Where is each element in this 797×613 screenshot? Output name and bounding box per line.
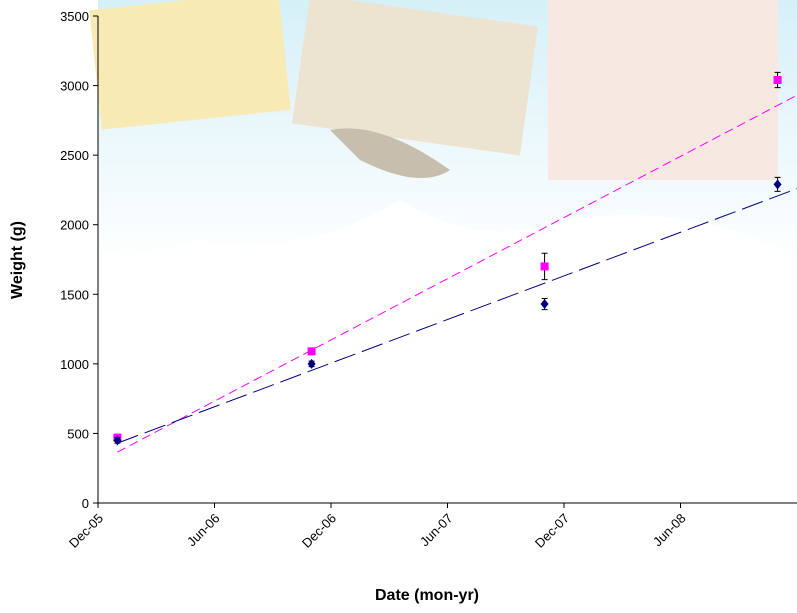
x-tick-label: Dec-05 — [66, 511, 106, 551]
y-tick-label: 2500 — [60, 148, 89, 163]
y-tick-label: 3000 — [60, 79, 89, 94]
marker — [541, 262, 549, 270]
chart: Date (mon-yr) Weight (g) 0 500 1000 1500 200… — [0, 0, 797, 613]
x-axis-title: Date (mon-yr) — [375, 587, 479, 604]
y-tick-label: 0 — [82, 496, 89, 511]
y-tick-label: 3500 — [60, 9, 89, 24]
marker — [541, 299, 549, 309]
y-axis-title: Weight (g) — [9, 221, 26, 299]
y-tick-label: 1000 — [60, 357, 89, 372]
x-tick-label: Jun-08 — [650, 511, 689, 550]
y-tick-label: 500 — [67, 426, 89, 441]
x-tick-label: Jun-07 — [417, 511, 456, 550]
x-tick-label: Jun-06 — [184, 511, 223, 550]
marker — [308, 359, 316, 369]
y-tick-label: 1500 — [60, 287, 89, 302]
marker — [774, 76, 782, 84]
x-tick-label: Dec-06 — [299, 511, 339, 551]
x-tick-label: Dec-07 — [532, 511, 572, 551]
y-tick-label: 2000 — [60, 218, 89, 233]
background-image — [89, 0, 797, 260]
marker — [308, 347, 316, 355]
